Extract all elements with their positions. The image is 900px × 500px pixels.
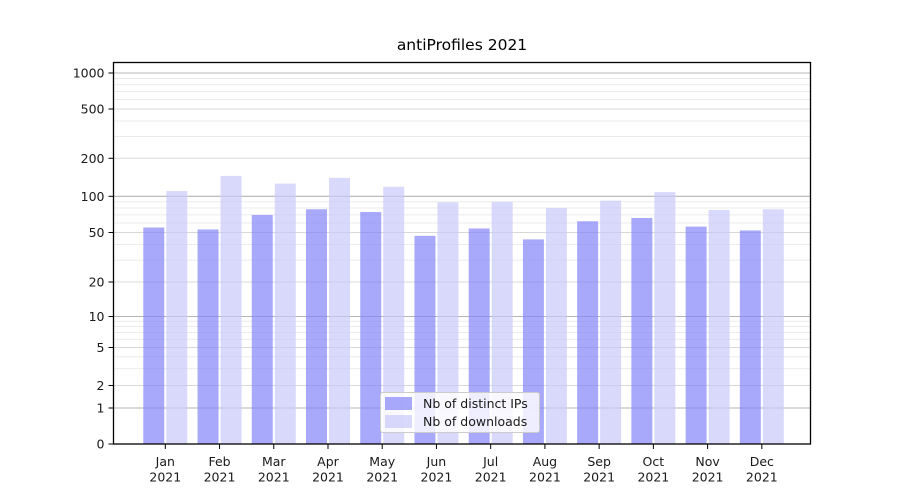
- bar-downloads-Dec: [762, 209, 784, 444]
- x-tick-label-May: May 2021: [366, 454, 398, 485]
- bar-ips-Oct: [631, 218, 653, 444]
- y-tick-label-100: 100: [81, 189, 105, 204]
- bar-downloads-Nov: [708, 209, 730, 444]
- x-tick-label-Oct: Oct 2021: [637, 454, 669, 485]
- legend-swatch-downloads: [385, 414, 412, 428]
- x-tick-label-Apr: Apr 2021: [312, 454, 344, 485]
- y-tick-label-50: 50: [89, 225, 105, 240]
- y-tick-label-20: 20: [89, 275, 105, 290]
- bar-downloads-Sep: [600, 200, 622, 444]
- y-tick-label-1000: 1000: [73, 66, 105, 81]
- bar-ips-Nov: [685, 226, 707, 444]
- legend-box: Nb of distinct IPs Nb of downloads: [380, 392, 540, 433]
- bar-downloads-Jan: [166, 191, 188, 444]
- bar-ips-Jul: [468, 228, 490, 444]
- legend-swatch-distinct-ips: [385, 397, 412, 411]
- x-tick-label-Dec: Dec 2021: [746, 454, 778, 485]
- x-tick-label-Jan: Jan 2021: [149, 454, 181, 485]
- y-tick-label-2: 2: [97, 378, 105, 393]
- y-tick-label-500: 500: [81, 102, 105, 117]
- bar-downloads-Oct: [654, 192, 676, 444]
- legend-label-downloads: Nb of downloads: [423, 413, 528, 429]
- legend-label-distinct-ips: Nb of distinct IPs: [423, 396, 528, 412]
- y-tick-label-200: 200: [81, 151, 105, 166]
- bar-downloads-Mar: [274, 183, 296, 445]
- axes: 0 1 2 5 10 20 50 100 200 500 1000 Jan 2021 Feb 2021 Mar…: [73, 61, 812, 485]
- x-tick-label-Sep: Sep 2021: [583, 454, 615, 485]
- bar-ips-Feb: [197, 229, 219, 444]
- y-tick-label-0: 0: [97, 437, 105, 452]
- legend-entry-distinct-ips: Nb of distinct IPs: [381, 395, 539, 412]
- bar-downloads-Jun: [437, 202, 459, 444]
- y-tick-label-10: 10: [89, 309, 105, 324]
- bar-ips-May: [360, 212, 382, 444]
- bar-ips-Jan: [143, 227, 165, 444]
- bar-ips-Apr: [305, 209, 327, 444]
- x-tick-label-Aug: Aug 2021: [529, 454, 561, 485]
- bar-downloads-Jul: [491, 201, 513, 444]
- plot-border: [112, 61, 812, 445]
- bar-downloads-Aug: [545, 207, 567, 444]
- legend-entry-downloads: Nb of downloads: [381, 413, 539, 430]
- bar-downloads-Apr: [328, 177, 350, 445]
- x-tick-label-Jun: Jun 2021: [421, 454, 453, 485]
- bar-downloads-May: [383, 186, 405, 444]
- bar-ips-Sep: [577, 221, 599, 444]
- bar-ips-Dec: [739, 230, 761, 444]
- bar-ips-Jun: [414, 235, 436, 444]
- bar-ips-Mar: [251, 214, 273, 444]
- x-tick-label-Mar: Mar 2021: [258, 454, 290, 485]
- x-tick-label-Feb: Feb 2021: [204, 454, 236, 485]
- bar-downloads-Feb: [220, 175, 242, 444]
- y-tick-label-5: 5: [97, 340, 105, 355]
- y-tick-label-1: 1: [97, 401, 105, 416]
- x-tick-label-Jul: Jul 2021: [475, 454, 507, 485]
- chart-title: antiProfiles 2021: [396, 36, 528, 54]
- x-tick-label-Nov: Nov 2021: [692, 454, 724, 485]
